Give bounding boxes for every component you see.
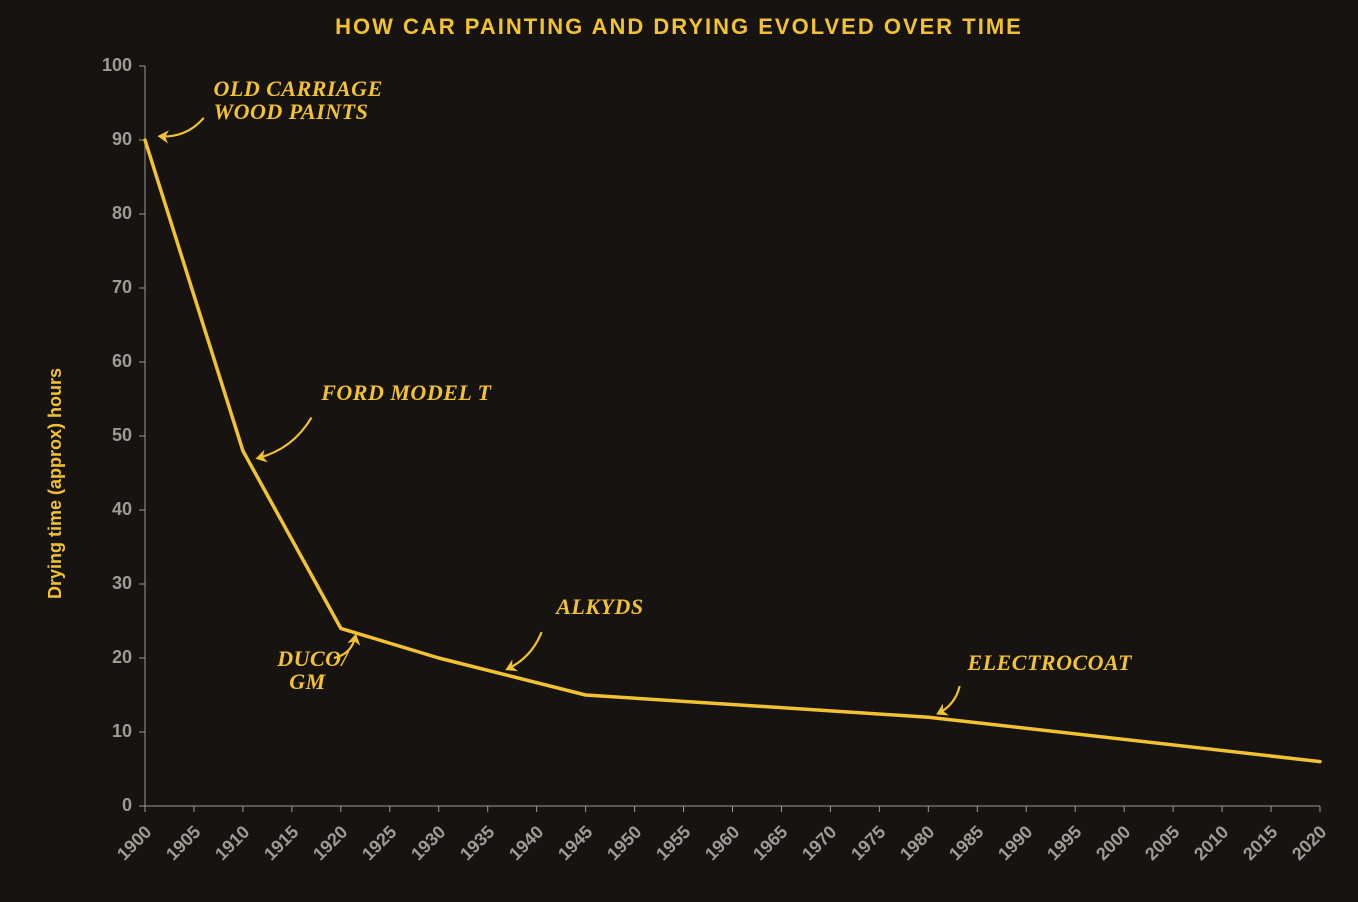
annotation-arrow-alkyds <box>507 632 541 669</box>
y-tick-label: 100 <box>90 55 132 76</box>
ticks-group <box>139 66 1320 812</box>
annotation-duco-gm: DUCO/ GM <box>277 647 348 693</box>
y-tick-label: 80 <box>90 203 132 224</box>
y-tick-label: 70 <box>90 277 132 298</box>
annotation-arrows <box>160 118 960 714</box>
axes-group <box>145 66 1320 806</box>
annotation-alkyds: ALKYDS <box>556 595 643 618</box>
annotation-old-carriage: OLD CARRIAGE WOOD PAINTS <box>214 77 383 123</box>
y-tick-label: 30 <box>90 573 132 594</box>
y-tick-label: 90 <box>90 129 132 150</box>
y-tick-label: 0 <box>90 795 132 816</box>
annotation-arrow-ford-model-t <box>258 418 312 459</box>
y-tick-label: 40 <box>90 499 132 520</box>
plot-svg <box>0 0 1358 902</box>
y-tick-label: 50 <box>90 425 132 446</box>
y-tick-label: 10 <box>90 721 132 742</box>
annotation-arrow-old-carriage <box>160 118 204 137</box>
y-tick-label: 20 <box>90 647 132 668</box>
annotation-electrocoat: ELECTROCOAT <box>968 651 1132 674</box>
annotation-ford-model-t: FORD MODEL T <box>321 381 491 404</box>
chart-container: HOW CAR PAINTING AND DRYING EVOLVED OVER… <box>0 0 1358 902</box>
annotation-arrow-electrocoat <box>938 686 960 713</box>
y-tick-label: 60 <box>90 351 132 372</box>
